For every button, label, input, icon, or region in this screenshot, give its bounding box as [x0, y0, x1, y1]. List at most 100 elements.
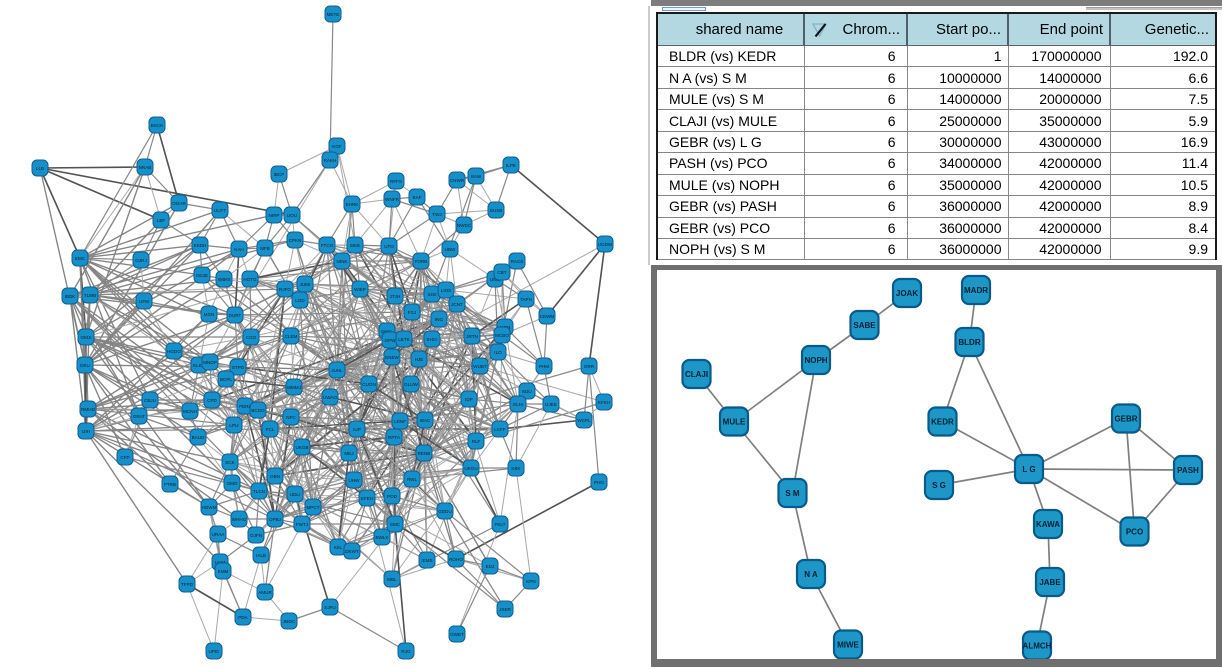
- svg-text:ROHO: ROHO: [449, 557, 463, 562]
- svg-text:BCPL: BCPL: [220, 377, 232, 382]
- svg-text:NFC: NFC: [286, 415, 296, 420]
- svg-text:UOIJ: UOIJ: [287, 213, 297, 218]
- svg-text:KAH: KAH: [234, 247, 243, 252]
- svg-text:LDNF: LDNF: [394, 419, 406, 424]
- svg-text:JABE: JABE: [1039, 578, 1061, 587]
- svg-text:GLHI: GLHI: [513, 402, 524, 407]
- svg-text:DUSB: DUSB: [490, 208, 503, 213]
- svg-text:GPW: GPW: [385, 338, 397, 343]
- svg-text:EFEH: EFEH: [361, 496, 373, 501]
- svg-text:HOWM: HOWM: [201, 505, 216, 510]
- svg-text:UBW: UBW: [445, 247, 456, 252]
- svg-text:EHRK: EHRK: [346, 202, 360, 207]
- svg-text:TWJ: TWJ: [432, 212, 441, 217]
- svg-text:PDRL: PDRL: [239, 404, 252, 409]
- svg-text:CLEM: CLEM: [285, 334, 298, 339]
- svg-text:OJFN: OJFN: [250, 533, 262, 538]
- svg-text:MEJ: MEJ: [344, 451, 353, 456]
- svg-text:JTJH: JTJH: [390, 294, 401, 299]
- svg-text:CGO: CGO: [246, 335, 257, 340]
- svg-text:JOAK: JOAK: [896, 289, 918, 298]
- svg-text:TLCN: TLCN: [253, 489, 265, 494]
- svg-text:CEWM: CEWM: [540, 314, 555, 319]
- svg-text:GWET: GWET: [450, 632, 464, 637]
- svg-text:RJG: RJG: [401, 649, 411, 654]
- svg-text:NRAB: NRAB: [139, 165, 152, 170]
- svg-text:CFP: CFP: [120, 455, 129, 460]
- svg-text:OOAR: OOAR: [172, 201, 186, 206]
- svg-text:JUMI: JUMI: [300, 282, 311, 287]
- svg-text:KGF: KGF: [332, 144, 342, 149]
- svg-text:MMMJ: MMMJ: [287, 385, 301, 390]
- svg-text:UUTT: UUTT: [214, 208, 226, 213]
- svg-text:TFPD: TFPD: [181, 582, 194, 587]
- svg-text:PCO: PCO: [1126, 527, 1143, 536]
- svg-text:OJRJ: OJRJ: [135, 258, 146, 263]
- svg-text:STPD: STPD: [232, 365, 245, 370]
- svg-text:WBNI: WBNI: [218, 277, 230, 282]
- svg-text:TLWB: TLWB: [84, 293, 96, 298]
- svg-text:GRAT: GRAT: [133, 414, 146, 419]
- svg-text:BAUD: BAUD: [192, 435, 205, 440]
- svg-text:WNFR: WNFR: [385, 197, 399, 202]
- svg-text:CBJU: CBJU: [144, 398, 156, 403]
- svg-text:DKWT: DKWT: [345, 549, 359, 554]
- svg-text:MNDP: MNDP: [203, 360, 217, 365]
- svg-text:LCFF: LCFF: [494, 427, 506, 432]
- svg-text:UKM: UKM: [215, 560, 225, 565]
- svg-text:LGD: LGD: [295, 298, 305, 303]
- svg-text:WIEP: WIEP: [354, 287, 366, 292]
- svg-text:KSDH: KSDH: [194, 243, 207, 248]
- svg-text:JCNT: JCNT: [451, 302, 463, 307]
- svg-text:SCK: SCK: [225, 460, 235, 465]
- svg-text:IBDK: IBDK: [65, 294, 77, 299]
- svg-text:POD: POD: [387, 494, 398, 499]
- svg-text:IUP: IUP: [353, 427, 361, 432]
- svg-text:CPKN: CPKN: [289, 238, 302, 243]
- svg-text:BHCI: BHCI: [427, 337, 438, 342]
- svg-text:S G: S G: [932, 481, 946, 490]
- svg-text:KFKH: KFKH: [598, 400, 610, 405]
- svg-text:ING: ING: [435, 317, 444, 322]
- svg-text:ILO: ILO: [494, 350, 502, 355]
- svg-text:UDLI: UDLI: [290, 492, 300, 497]
- svg-text:KAWA: KAWA: [1036, 520, 1060, 529]
- svg-text:JUHL: JUHL: [331, 368, 343, 373]
- svg-text:MPCT: MPCT: [306, 505, 319, 510]
- svg-text:TAPN: TAPN: [520, 297, 532, 302]
- svg-text:HOTG: HOTG: [243, 277, 257, 282]
- svg-text:CLAJI: CLAJI: [685, 370, 708, 379]
- svg-text:LLB: LLB: [36, 166, 44, 171]
- svg-text:MJU: MJU: [522, 389, 531, 394]
- svg-text:FCL: FCL: [266, 427, 275, 432]
- svg-text:RLF: RLF: [472, 439, 481, 444]
- svg-text:IDP: IDP: [465, 397, 473, 402]
- svg-text:KLKR: KLKR: [193, 363, 206, 368]
- svg-text:METE: METE: [327, 12, 340, 17]
- svg-text:CPD: CPD: [207, 398, 217, 403]
- svg-text:GDDU: GDDU: [438, 509, 452, 514]
- svg-text:UJEE: UJEE: [545, 402, 557, 407]
- svg-text:IUSI: IUSI: [428, 292, 437, 297]
- svg-text:IBAC: IBAC: [420, 418, 431, 423]
- svg-text:RMHD: RMHD: [81, 407, 95, 412]
- svg-text:RAKH: RAKH: [324, 158, 337, 163]
- svg-text:NWDC: NWDC: [457, 223, 472, 228]
- svg-text:UFM: UFM: [139, 299, 149, 304]
- svg-text:OMO: OMO: [227, 481, 238, 486]
- svg-text:FTCO: FTCO: [321, 243, 334, 248]
- svg-text:PHO: PHO: [594, 480, 604, 485]
- svg-text:ENEW: ENEW: [385, 355, 399, 360]
- svg-text:FGJ: FGJ: [408, 310, 417, 315]
- svg-text:RWL: RWL: [407, 477, 418, 482]
- svg-text:FWTJ: FWTJ: [296, 522, 308, 527]
- svg-text:PTRB: PTRB: [164, 482, 176, 487]
- svg-text:MGN: MGN: [204, 312, 215, 317]
- svg-text:HGDO: HGDO: [167, 349, 181, 354]
- svg-text:FORB: FORB: [415, 259, 428, 264]
- svg-text:UGDW: UGDW: [598, 242, 613, 247]
- svg-text:JMOC: JMOC: [282, 619, 296, 624]
- svg-text:RJFO: RJFO: [279, 287, 291, 292]
- svg-text:CUON: CUON: [362, 382, 376, 387]
- svg-text:OMJI: OMJI: [81, 335, 92, 340]
